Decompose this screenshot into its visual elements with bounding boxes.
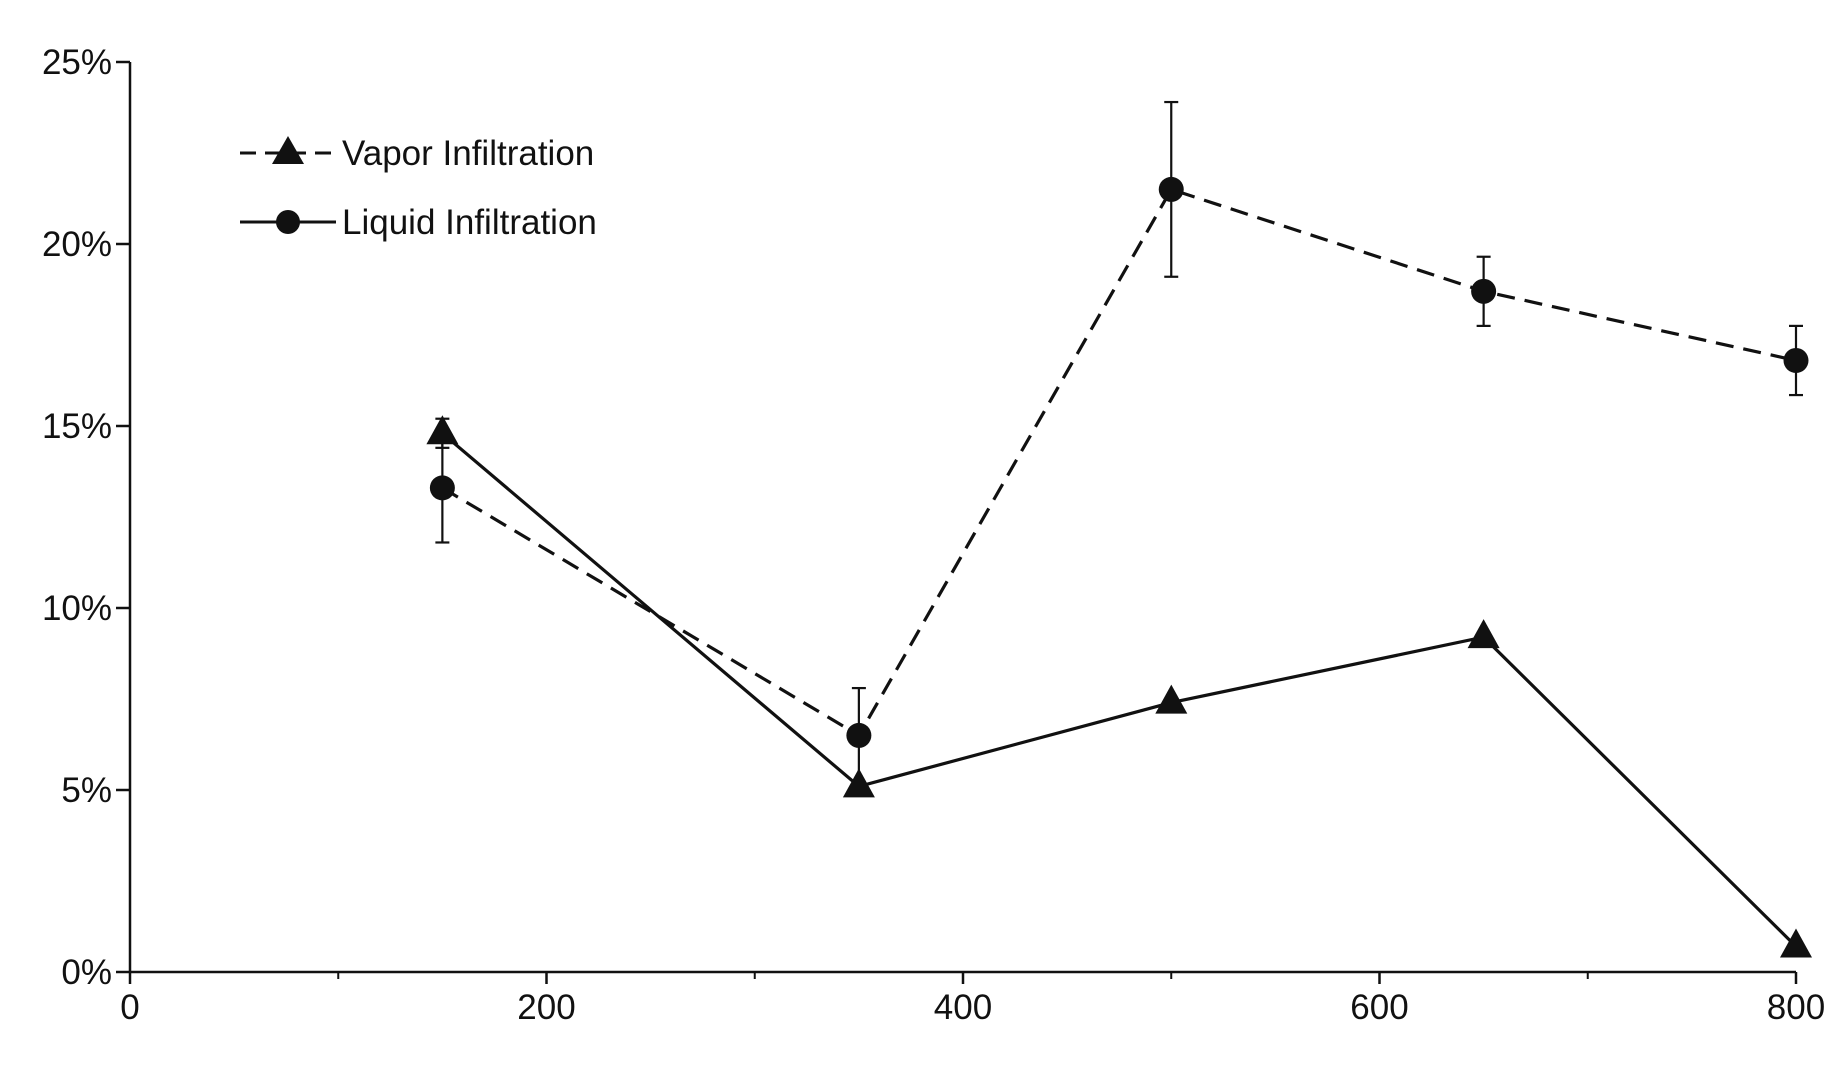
error-bars	[435, 100, 1803, 784]
x-tick-label-1: 200	[517, 988, 575, 1027]
markers	[426, 176, 1812, 958]
data-point-vapor-3	[1467, 619, 1500, 649]
legend-item-vapor: Vapor Infiltration	[240, 134, 594, 173]
legend: Vapor Infiltration Liquid Infiltration	[240, 134, 597, 242]
legend-label-vapor: Vapor Infiltration	[342, 134, 594, 173]
series-lines	[441, 187, 1798, 948]
x-tick-label-0: 0	[120, 988, 139, 1027]
data-point-liquid-1	[846, 722, 872, 748]
x-tick-label-3: 600	[1350, 988, 1408, 1027]
data-point-vapor-0	[426, 415, 459, 445]
axes	[128, 62, 1796, 974]
data-point-vapor-2	[1155, 684, 1188, 714]
data-point-vapor-4	[1780, 928, 1812, 958]
y-tick-label-1: 5%	[61, 771, 112, 810]
y-tick-label-4: 20%	[42, 225, 112, 264]
y-tick-label-2: 10%	[42, 589, 112, 628]
x-tick-label-4: 800	[1767, 988, 1825, 1027]
data-point-vapor-1	[842, 768, 875, 798]
y-tick-label-0: 0%	[61, 953, 112, 992]
y-tick-label-5: 25%	[42, 43, 112, 82]
series-line-liquid	[441, 187, 1797, 738]
data-point-liquid-0	[429, 475, 455, 501]
data-point-liquid-4	[1783, 347, 1809, 373]
data-point-liquid-3	[1471, 278, 1497, 304]
y-tick-label-3: 15%	[42, 407, 112, 446]
ticks: 0% 5% 10% 15% 20% 25% 0 200 400 600 800	[42, 43, 1825, 1027]
legend-label-liquid: Liquid Infiltration	[342, 203, 597, 242]
series-line-vapor	[441, 432, 1798, 948]
x-tick-label-2: 400	[934, 988, 992, 1027]
legend-item-liquid: Liquid Infiltration	[240, 203, 597, 242]
legend-marker-liquid	[276, 210, 300, 234]
data-point-liquid-2	[1158, 176, 1184, 202]
legend-marker-vapor	[272, 136, 304, 164]
